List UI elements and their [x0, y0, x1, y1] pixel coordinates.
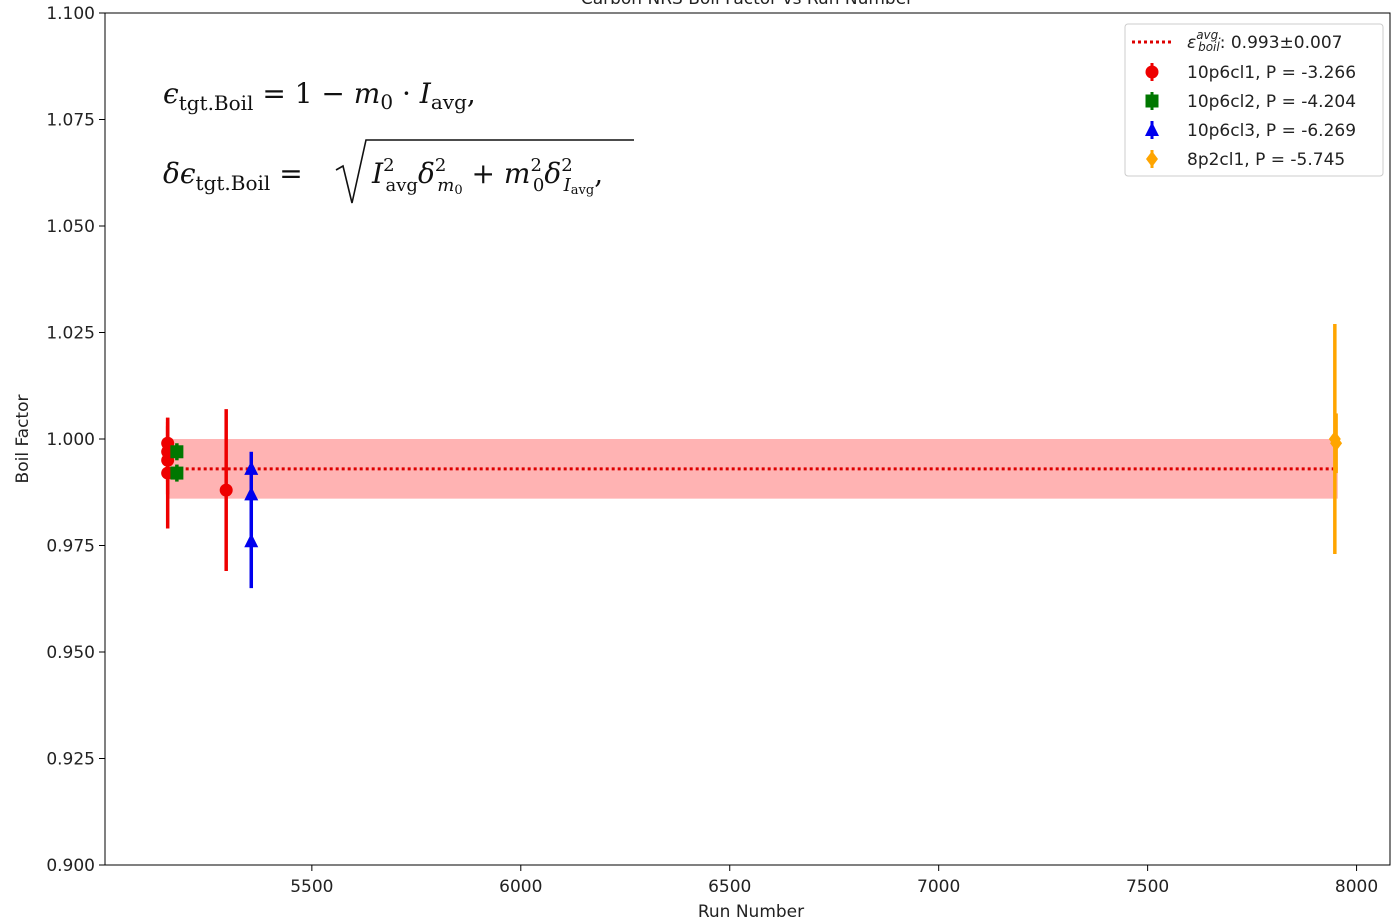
y-tick-label: 0.900 [46, 856, 95, 876]
equation-boil-uncertainty-radicand: I2 avgδ2 m0 + m2 0δ2 Iavg, [371, 155, 603, 198]
data-points-layer [161, 323, 1343, 589]
y-axis-ticks: 0.900 0.925 0.950 0.975 1.000 1.025 1.050 1.075… [46, 4, 105, 876]
equation-boil-uncertainty: δϵtgt.Boil = [163, 157, 303, 195]
x-tick-label: 7000 [917, 877, 960, 897]
y-tick-label: 1.050 [46, 217, 95, 237]
average-error-band-layer [167, 439, 1338, 499]
sqrt-sign [335, 139, 634, 204]
y-tick-label: 1.025 [46, 324, 95, 344]
legend: εavg. boil: 0.993±0.007 10p6cl1, P = -3.2… [1124, 23, 1384, 177]
y-tick-label: 1.100 [46, 4, 95, 24]
legend-average-label: εavg. boil: 0.993±0.007 [1187, 28, 1342, 54]
chart-title: Carbon NRS Boil Factor vs Run Number [581, 0, 913, 9]
legend-series-label: 10p6cl1, P = -3.266 [1187, 63, 1356, 83]
legend-series-entries: 10p6cl1, P = -3.266 10p6cl2, P = -4.204 10… [1145, 63, 1356, 170]
x-tick-label: 7500 [1126, 877, 1169, 897]
data-point [244, 460, 259, 475]
x-tick-label: 6500 [708, 877, 751, 897]
legend-marker-swatch [1145, 122, 1159, 136]
y-tick-label: 1.000 [46, 430, 95, 450]
average-error-band [167, 439, 1338, 499]
x-axis-ticks: 5500 6000 6500 7000 7500 8000 [290, 865, 1378, 897]
y-tick-label: 0.950 [46, 643, 95, 663]
legend-marker-swatch [1146, 151, 1158, 167]
data-point [219, 483, 233, 497]
y-tick-label: 0.975 [46, 537, 95, 557]
legend-marker-swatch [1145, 94, 1159, 108]
legend-marker-swatch [1145, 65, 1159, 79]
data-point [170, 445, 184, 459]
equation-block: ϵtgt.Boil = 1 − m0 · Iavg, δϵtgt.Boil = … [163, 77, 634, 204]
legend-series-label: 10p6cl3, P = -6.269 [1187, 121, 1356, 141]
data-point [1330, 435, 1343, 452]
x-tick-label: 8000 [1335, 877, 1378, 897]
y-tick-label: 0.925 [46, 750, 95, 770]
equation-boil-factor: ϵtgt.Boil = 1 − m0 · Iavg, [163, 77, 476, 115]
legend-frame [1124, 23, 1384, 177]
x-tick-label: 6000 [499, 877, 542, 897]
data-point [170, 466, 184, 480]
legend-series-label: 10p6cl2, P = -4.204 [1187, 92, 1356, 112]
x-tick-label: 5500 [290, 877, 333, 897]
data-point [244, 486, 259, 501]
x-axis-label: Run Number [698, 902, 804, 921]
y-axis-label: Boil Factor [13, 395, 33, 484]
legend-series-label: 8p2cl1, P = -5.745 [1187, 150, 1345, 170]
y-tick-label: 1.075 [46, 111, 95, 131]
data-point [244, 533, 259, 548]
